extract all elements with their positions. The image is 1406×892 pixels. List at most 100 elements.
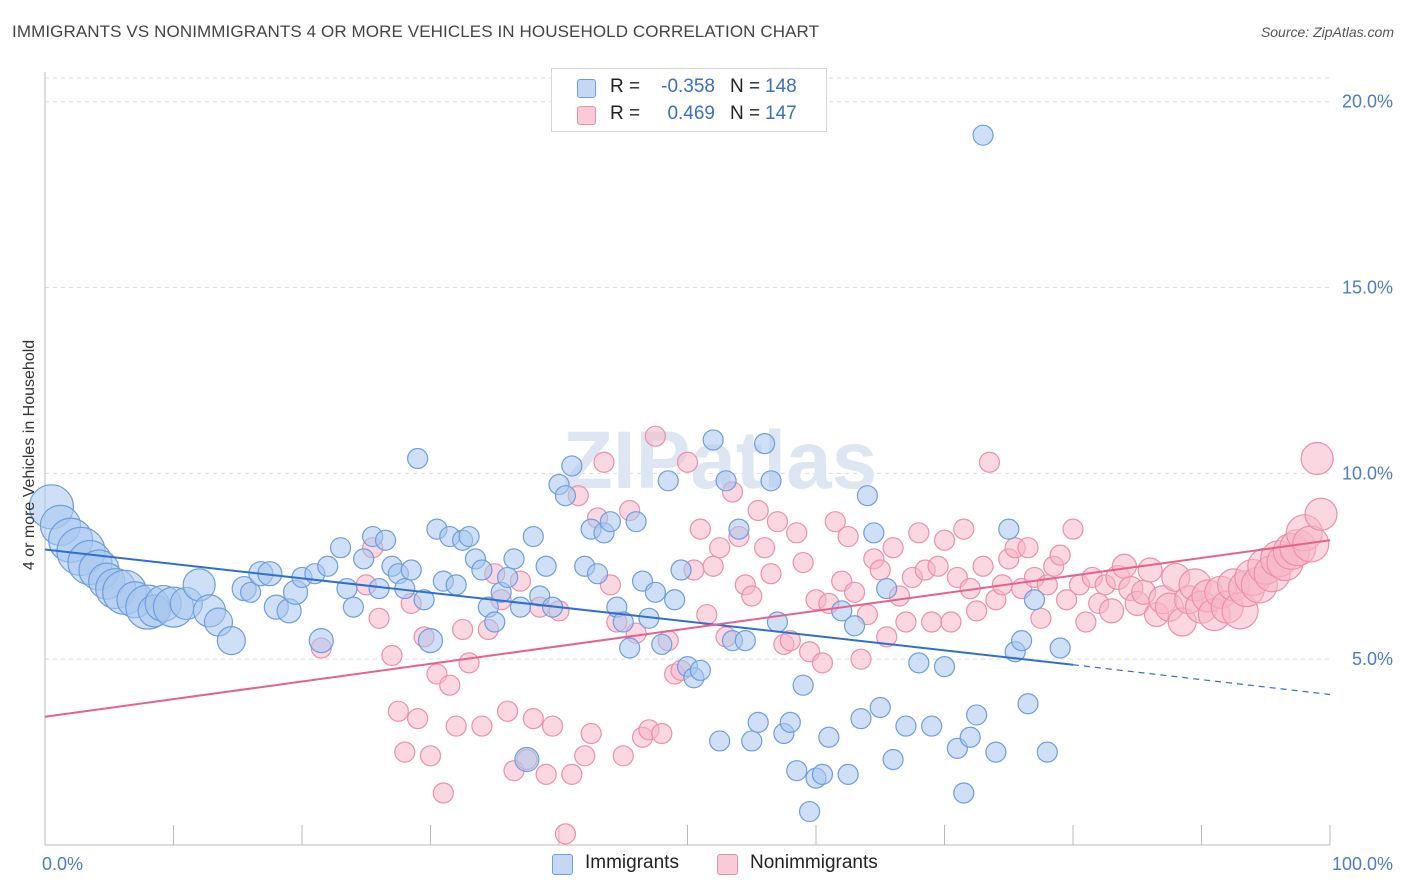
- nonimmigrant-point: [908, 522, 930, 544]
- immigrant-point: [863, 522, 885, 544]
- immigrant-point: [651, 633, 673, 655]
- correlation-legend: R = -0.358 N = 148 R = 0.469 N = 147: [551, 68, 827, 132]
- immigrant-point: [625, 511, 647, 533]
- nonimmigrant-point: [953, 518, 975, 540]
- nonimmigrant-point: [561, 763, 583, 785]
- immigrant-point: [709, 730, 731, 752]
- nonimmigrant-point: [1055, 589, 1078, 611]
- nonimmigrant-point: [497, 700, 519, 722]
- immigrants-swatch: [552, 854, 573, 875]
- immigrant-point: [792, 674, 814, 696]
- y-tick-label: 20.0%: [1342, 92, 1393, 112]
- immigrant-point: [619, 637, 641, 659]
- immigrant-point: [876, 577, 898, 600]
- nonimmigrant-point: [1017, 537, 1039, 559]
- nonimmigrant-point: [811, 652, 834, 674]
- y-tick-label: 10.0%: [1342, 463, 1393, 483]
- immigrant-point: [702, 429, 724, 451]
- source-label: Source: ZipAtlas.com: [1260, 24, 1394, 40]
- nonimmigrant-point: [541, 715, 564, 737]
- immigrant-point: [445, 574, 467, 596]
- immigrant-point: [458, 525, 480, 548]
- immigrant-point: [554, 485, 577, 507]
- legend-row-immigrants: R = -0.358 N = 148: [552, 74, 826, 100]
- nonimmigrant-point: [689, 518, 711, 540]
- immigrant-point: [753, 433, 776, 455]
- nonimmigrant-point: [837, 525, 859, 548]
- nonimmigrant-point: [792, 551, 814, 574]
- nonimmigrants-points: [310, 425, 1338, 845]
- immigrant-point: [747, 711, 769, 733]
- immigrant-point: [966, 704, 988, 726]
- immigrants-swatch: [577, 79, 596, 98]
- nonimmigrant-point: [644, 425, 666, 447]
- nonimmigrant-point: [1049, 544, 1071, 566]
- immigrant-point: [664, 589, 686, 611]
- immigrant-point: [728, 518, 750, 540]
- nonimmigrant-point: [432, 782, 454, 804]
- immigrant-point: [818, 726, 840, 748]
- nonimmigrant-point: [445, 715, 467, 737]
- nonimmigrant-point: [1111, 553, 1138, 579]
- immigrant-point: [689, 659, 711, 681]
- immigrant-point: [329, 537, 352, 559]
- nonimmigrant-point: [882, 537, 904, 559]
- nonimmigrant-point: [741, 585, 763, 607]
- immigrant-point: [535, 555, 557, 577]
- nonimmigrant-point: [1030, 607, 1052, 629]
- immigrant-point: [882, 748, 904, 771]
- immigrant-point: [1017, 693, 1039, 715]
- immigrant-point: [317, 555, 339, 577]
- immigrant-point: [308, 628, 334, 654]
- nonimmigrant-point: [869, 559, 891, 581]
- immigrant-point: [850, 708, 872, 730]
- nonimmigrant-point: [522, 708, 544, 730]
- immigrant-point: [374, 529, 397, 551]
- immigrant-point: [522, 525, 544, 548]
- nonimmigrant-point: [876, 626, 898, 648]
- nonimmigrant-point: [895, 611, 917, 633]
- immigrant-point: [811, 763, 834, 785]
- immigrant-point: [779, 711, 801, 733]
- immigrant-point: [400, 559, 422, 581]
- tick-labels: 5.0% 10.0% 15.0% 20.0% 0.0% 100.0%: [42, 92, 1393, 874]
- immigrant-point: [336, 577, 358, 600]
- nonimmigrant-point: [580, 722, 602, 745]
- n-value: 148: [765, 76, 797, 97]
- immigrant-point: [908, 652, 930, 674]
- nonimmigrant-point: [978, 451, 1001, 473]
- nonimmigrant-point: [927, 555, 949, 577]
- nonimmigrant-point: [387, 700, 409, 722]
- x-tick-label: 0.0%: [42, 854, 83, 874]
- x-tick-label: 100.0%: [1332, 854, 1393, 874]
- nonimmigrant-point: [786, 522, 808, 544]
- immigrant-point: [798, 800, 821, 823]
- immigrant-point: [856, 485, 879, 507]
- legend-row-nonimmigrants: R = 0.469 N = 147: [552, 101, 826, 127]
- immigrant-point: [972, 124, 994, 146]
- immigrant-point: [1010, 630, 1033, 652]
- nonimmigrant-point: [394, 741, 416, 763]
- immigrant-point: [670, 559, 692, 581]
- immigrant-point: [998, 518, 1020, 540]
- nonimmigrant-point: [439, 674, 461, 696]
- nonimmigrant-point: [753, 537, 776, 559]
- immigrant-point: [586, 563, 609, 585]
- nonimmigrants-trend-line: [44, 539, 1331, 718]
- nonimmigrant-point: [1300, 441, 1334, 476]
- nonimmigrant-point: [554, 823, 577, 845]
- immigrant-point: [407, 447, 429, 470]
- immigrant-point: [760, 470, 782, 492]
- immigrant-point: [413, 589, 435, 611]
- immigrant-point: [342, 596, 364, 618]
- nonimmigrant-point: [702, 555, 724, 577]
- y-tick-label: 15.0%: [1342, 278, 1393, 298]
- immigrant-point: [1023, 589, 1046, 611]
- immigrant-point: [921, 715, 943, 737]
- nonimmigrant-point: [535, 763, 557, 785]
- nonimmigrant-point: [458, 652, 480, 674]
- nonimmigrant-point: [747, 499, 769, 522]
- nonimmigrant-point: [766, 511, 789, 533]
- n-label: N =: [730, 103, 761, 124]
- nonimmigrant-point: [921, 611, 943, 633]
